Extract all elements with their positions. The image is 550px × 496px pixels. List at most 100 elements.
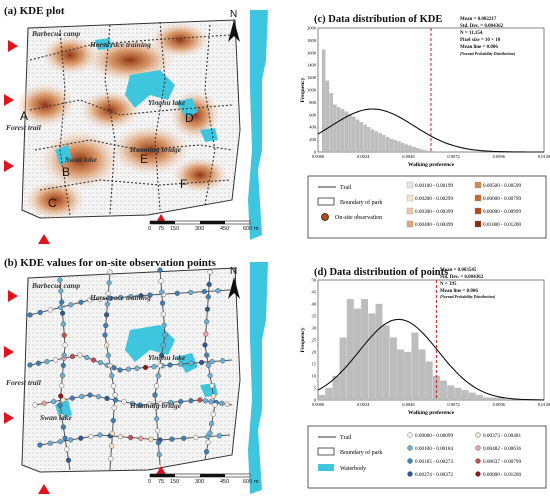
observation-point bbox=[201, 289, 207, 295]
legend-class-label: 0.00800 - 0.00999 bbox=[483, 209, 521, 215]
legend-swatch bbox=[474, 194, 482, 202]
x-tick-label: 0.0000 bbox=[312, 402, 325, 407]
panel-a-map: Barbecue camp Horse race training Yinghu… bbox=[4, 5, 268, 244]
legend-c-observation: On-site observation bbox=[335, 215, 382, 221]
legend-d: Trail Boundary of park Waterbody 0.00000… bbox=[307, 425, 547, 489]
observation-point bbox=[148, 436, 154, 442]
svg-text:600: 600 bbox=[243, 479, 252, 485]
legend-class-label: 0.01000 - 0.01200 bbox=[483, 222, 521, 228]
observation-point bbox=[95, 394, 102, 400]
y-tick-label: 1200 bbox=[307, 75, 317, 80]
observation-point bbox=[77, 352, 83, 358]
observation-point bbox=[210, 393, 217, 399]
x-tick-label: 0.0024 bbox=[357, 154, 370, 159]
y-tick-label: 1800 bbox=[307, 38, 317, 43]
observation-point bbox=[27, 312, 33, 318]
y-tick-label: 25 bbox=[312, 338, 317, 343]
y-tick-label: 50 bbox=[312, 278, 317, 283]
observation-point bbox=[44, 359, 50, 365]
observation-point bbox=[108, 456, 114, 462]
panel-b-map: Barbecue camp Horse race training Yinghu… bbox=[4, 257, 268, 494]
observation-point bbox=[104, 395, 110, 401]
observation-point bbox=[61, 332, 67, 338]
bar bbox=[393, 140, 397, 153]
observation-point bbox=[188, 289, 194, 296]
place-swan-lake-b: Swan lake bbox=[40, 413, 73, 422]
legend-swatch bbox=[406, 194, 414, 202]
bar bbox=[397, 349, 404, 401]
chart-c: (c) Data distribution of KDE 0 200 400 600 8… bbox=[300, 14, 550, 168]
bar bbox=[359, 122, 364, 153]
observation-point bbox=[60, 424, 66, 430]
bar bbox=[363, 124, 367, 153]
observation-point bbox=[204, 306, 211, 312]
observation-point bbox=[37, 309, 43, 316]
bar bbox=[404, 351, 412, 401]
observation-point bbox=[160, 342, 166, 348]
observation-point bbox=[209, 421, 215, 427]
observation-point bbox=[181, 435, 187, 441]
y-tick-label: 1400 bbox=[307, 63, 317, 68]
observation-point bbox=[61, 352, 67, 358]
observation-point bbox=[208, 399, 214, 405]
y-tick-label: 600 bbox=[309, 112, 317, 117]
observation-point bbox=[32, 402, 38, 408]
bar bbox=[370, 129, 375, 153]
observation-point bbox=[188, 360, 194, 366]
observation-point bbox=[109, 430, 116, 436]
svg-text:(Normal Probability Distributi: (Normal Probability Distribution) bbox=[440, 295, 496, 299]
observation-point bbox=[154, 416, 160, 422]
bar bbox=[412, 146, 416, 153]
observation-point bbox=[111, 365, 117, 371]
observation-point bbox=[174, 290, 180, 296]
y-tick-label: 0 bbox=[314, 150, 317, 155]
observation-point bbox=[202, 342, 208, 348]
legend-swatch bbox=[475, 458, 481, 464]
observation-points bbox=[27, 267, 230, 463]
observation-point bbox=[68, 302, 74, 308]
observation-point bbox=[112, 392, 118, 398]
observation-point bbox=[137, 402, 143, 408]
bar bbox=[354, 308, 361, 401]
observation-point bbox=[58, 304, 64, 310]
observation-point bbox=[157, 363, 163, 369]
y-axis-label: Frequency bbox=[300, 327, 306, 352]
observation-point bbox=[78, 435, 84, 441]
bar bbox=[447, 385, 455, 401]
svg-text:0: 0 bbox=[148, 226, 151, 232]
observation-point bbox=[27, 362, 33, 368]
observation-point bbox=[159, 289, 165, 295]
observation-point bbox=[112, 397, 119, 403]
chart-c-title: (c) Data distribution of KDE bbox=[314, 14, 442, 25]
observation-point bbox=[105, 290, 111, 296]
observation-point bbox=[59, 310, 66, 316]
panel-a-title: (a) KDE plot bbox=[4, 5, 65, 17]
observation-point bbox=[58, 288, 64, 294]
observation-point bbox=[151, 364, 157, 370]
observation-point bbox=[205, 439, 211, 445]
svg-text:Mean = 0.002217: Mean = 0.002217 bbox=[460, 17, 497, 22]
pond-1 bbox=[95, 38, 112, 50]
svg-text:75: 75 bbox=[158, 226, 164, 232]
svg-text:450: 450 bbox=[220, 226, 229, 232]
legend-class-label: 0.00200 - 0.00299 bbox=[415, 196, 453, 202]
bar bbox=[367, 127, 371, 153]
scale-bar-a: 0 75 150 300 450 600 m bbox=[148, 220, 259, 232]
svg-text:Std. Dev. = 0.004362: Std. Dev. = 0.004362 bbox=[460, 24, 504, 29]
observation-point bbox=[52, 357, 59, 363]
svg-text:N: N bbox=[230, 266, 237, 277]
observation-point bbox=[59, 299, 65, 305]
place-yinghu-lake-b: Yinghu lake bbox=[148, 353, 186, 362]
bar bbox=[397, 141, 401, 153]
svg-text:150: 150 bbox=[170, 479, 179, 485]
legend-swatch bbox=[407, 471, 413, 477]
bar bbox=[339, 337, 347, 401]
place-horse-race-b: Horse race training bbox=[89, 293, 151, 302]
bar bbox=[389, 337, 397, 401]
bar bbox=[368, 313, 376, 401]
y-tick-label: 1600 bbox=[307, 50, 317, 55]
bar bbox=[389, 138, 394, 153]
legend-swatch bbox=[406, 181, 414, 189]
x-tick-label: 0.0048 bbox=[402, 402, 415, 407]
y-tick-label: 1000 bbox=[307, 88, 317, 93]
